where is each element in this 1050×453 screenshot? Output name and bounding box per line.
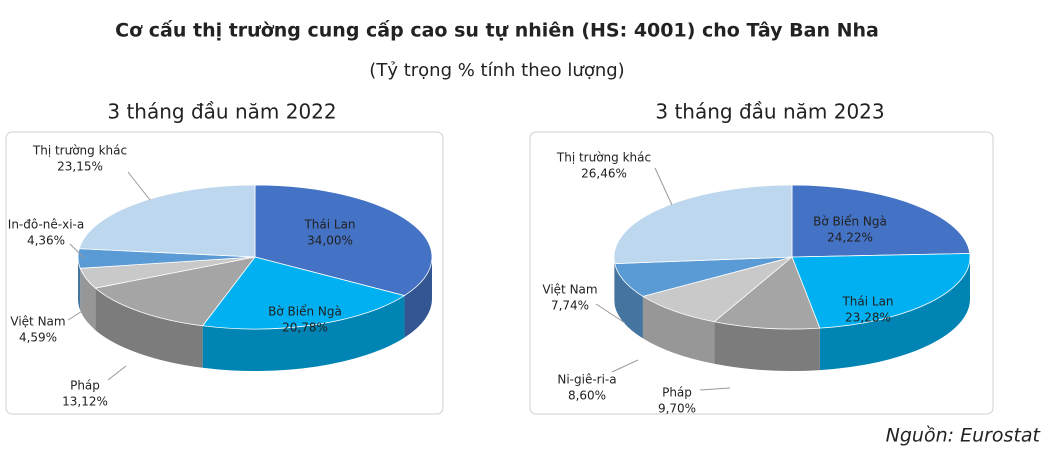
source: Nguồn: Eurostat <box>886 425 1042 447</box>
slice <box>641 256 793 323</box>
slice-side <box>80 268 96 331</box>
slice <box>201 256 406 330</box>
slice-value: 9,70% <box>658 402 696 416</box>
slice-value: 8,60% <box>568 389 606 403</box>
slice-label: Việt Nam <box>10 315 65 329</box>
slice <box>78 184 256 258</box>
slice-label: Thị trường khác <box>556 151 651 165</box>
leader-line <box>127 171 151 201</box>
slice-label: Pháp <box>662 386 692 400</box>
slice-label: Việt Nam <box>542 283 597 297</box>
slice <box>254 184 433 297</box>
slice-label: Ni-giê-ri-a <box>557 373 616 387</box>
slice-value: 23,28% <box>845 311 891 325</box>
slice <box>613 184 793 265</box>
slice-label: Pháp <box>70 379 100 393</box>
chart-title: 3 tháng đầu năm 2022 <box>107 100 336 124</box>
slice <box>791 253 971 329</box>
slice-label: Thái Lan <box>841 295 893 309</box>
slice-side <box>714 321 820 371</box>
slice-side <box>819 257 970 371</box>
leader-line <box>611 359 639 373</box>
chart-frame <box>5 131 444 415</box>
slice <box>791 184 971 258</box>
subtitle: (Tỷ trọng % tính theo lượng) <box>369 60 624 81</box>
slice-value: 34,00% <box>307 234 353 248</box>
slice <box>94 256 256 327</box>
slice-label: Thái Lan <box>303 218 355 232</box>
leader-line <box>69 243 85 259</box>
slice-value: 20,78% <box>282 321 328 335</box>
slice-label: In-đô-nê-xi-a <box>8 218 84 232</box>
slice-side <box>642 296 715 364</box>
slice-label: Bờ Biển Ngà <box>268 305 342 319</box>
main-title: Cơ cấu thị trường cung cấp cao su tự nhi… <box>115 19 879 42</box>
chart-frame <box>529 131 994 415</box>
leader-line <box>654 167 673 206</box>
slice-value: 26,46% <box>581 167 627 181</box>
slice-value: 13,12% <box>62 395 108 409</box>
leader-line <box>595 303 626 324</box>
slice-side <box>202 295 405 371</box>
leader-line <box>107 365 127 381</box>
slice-label: Bờ Biển Ngà <box>813 215 887 229</box>
chart-title: 3 tháng đầu năm 2023 <box>655 100 884 124</box>
slice-value: 23,15% <box>57 160 103 174</box>
slice-side <box>614 263 643 339</box>
slice-value: 24,22% <box>827 231 873 245</box>
leader-line <box>699 387 731 391</box>
slice-side <box>78 257 81 311</box>
slice-side <box>614 257 615 306</box>
slice-side <box>95 288 203 368</box>
slice <box>713 256 821 330</box>
slice-value: 4,59% <box>19 331 57 345</box>
slice-label: Thị trường khác <box>32 144 127 158</box>
slice-value: 4,36% <box>27 234 65 248</box>
slice-value: 7,74% <box>551 299 589 313</box>
leader-line <box>67 304 93 321</box>
